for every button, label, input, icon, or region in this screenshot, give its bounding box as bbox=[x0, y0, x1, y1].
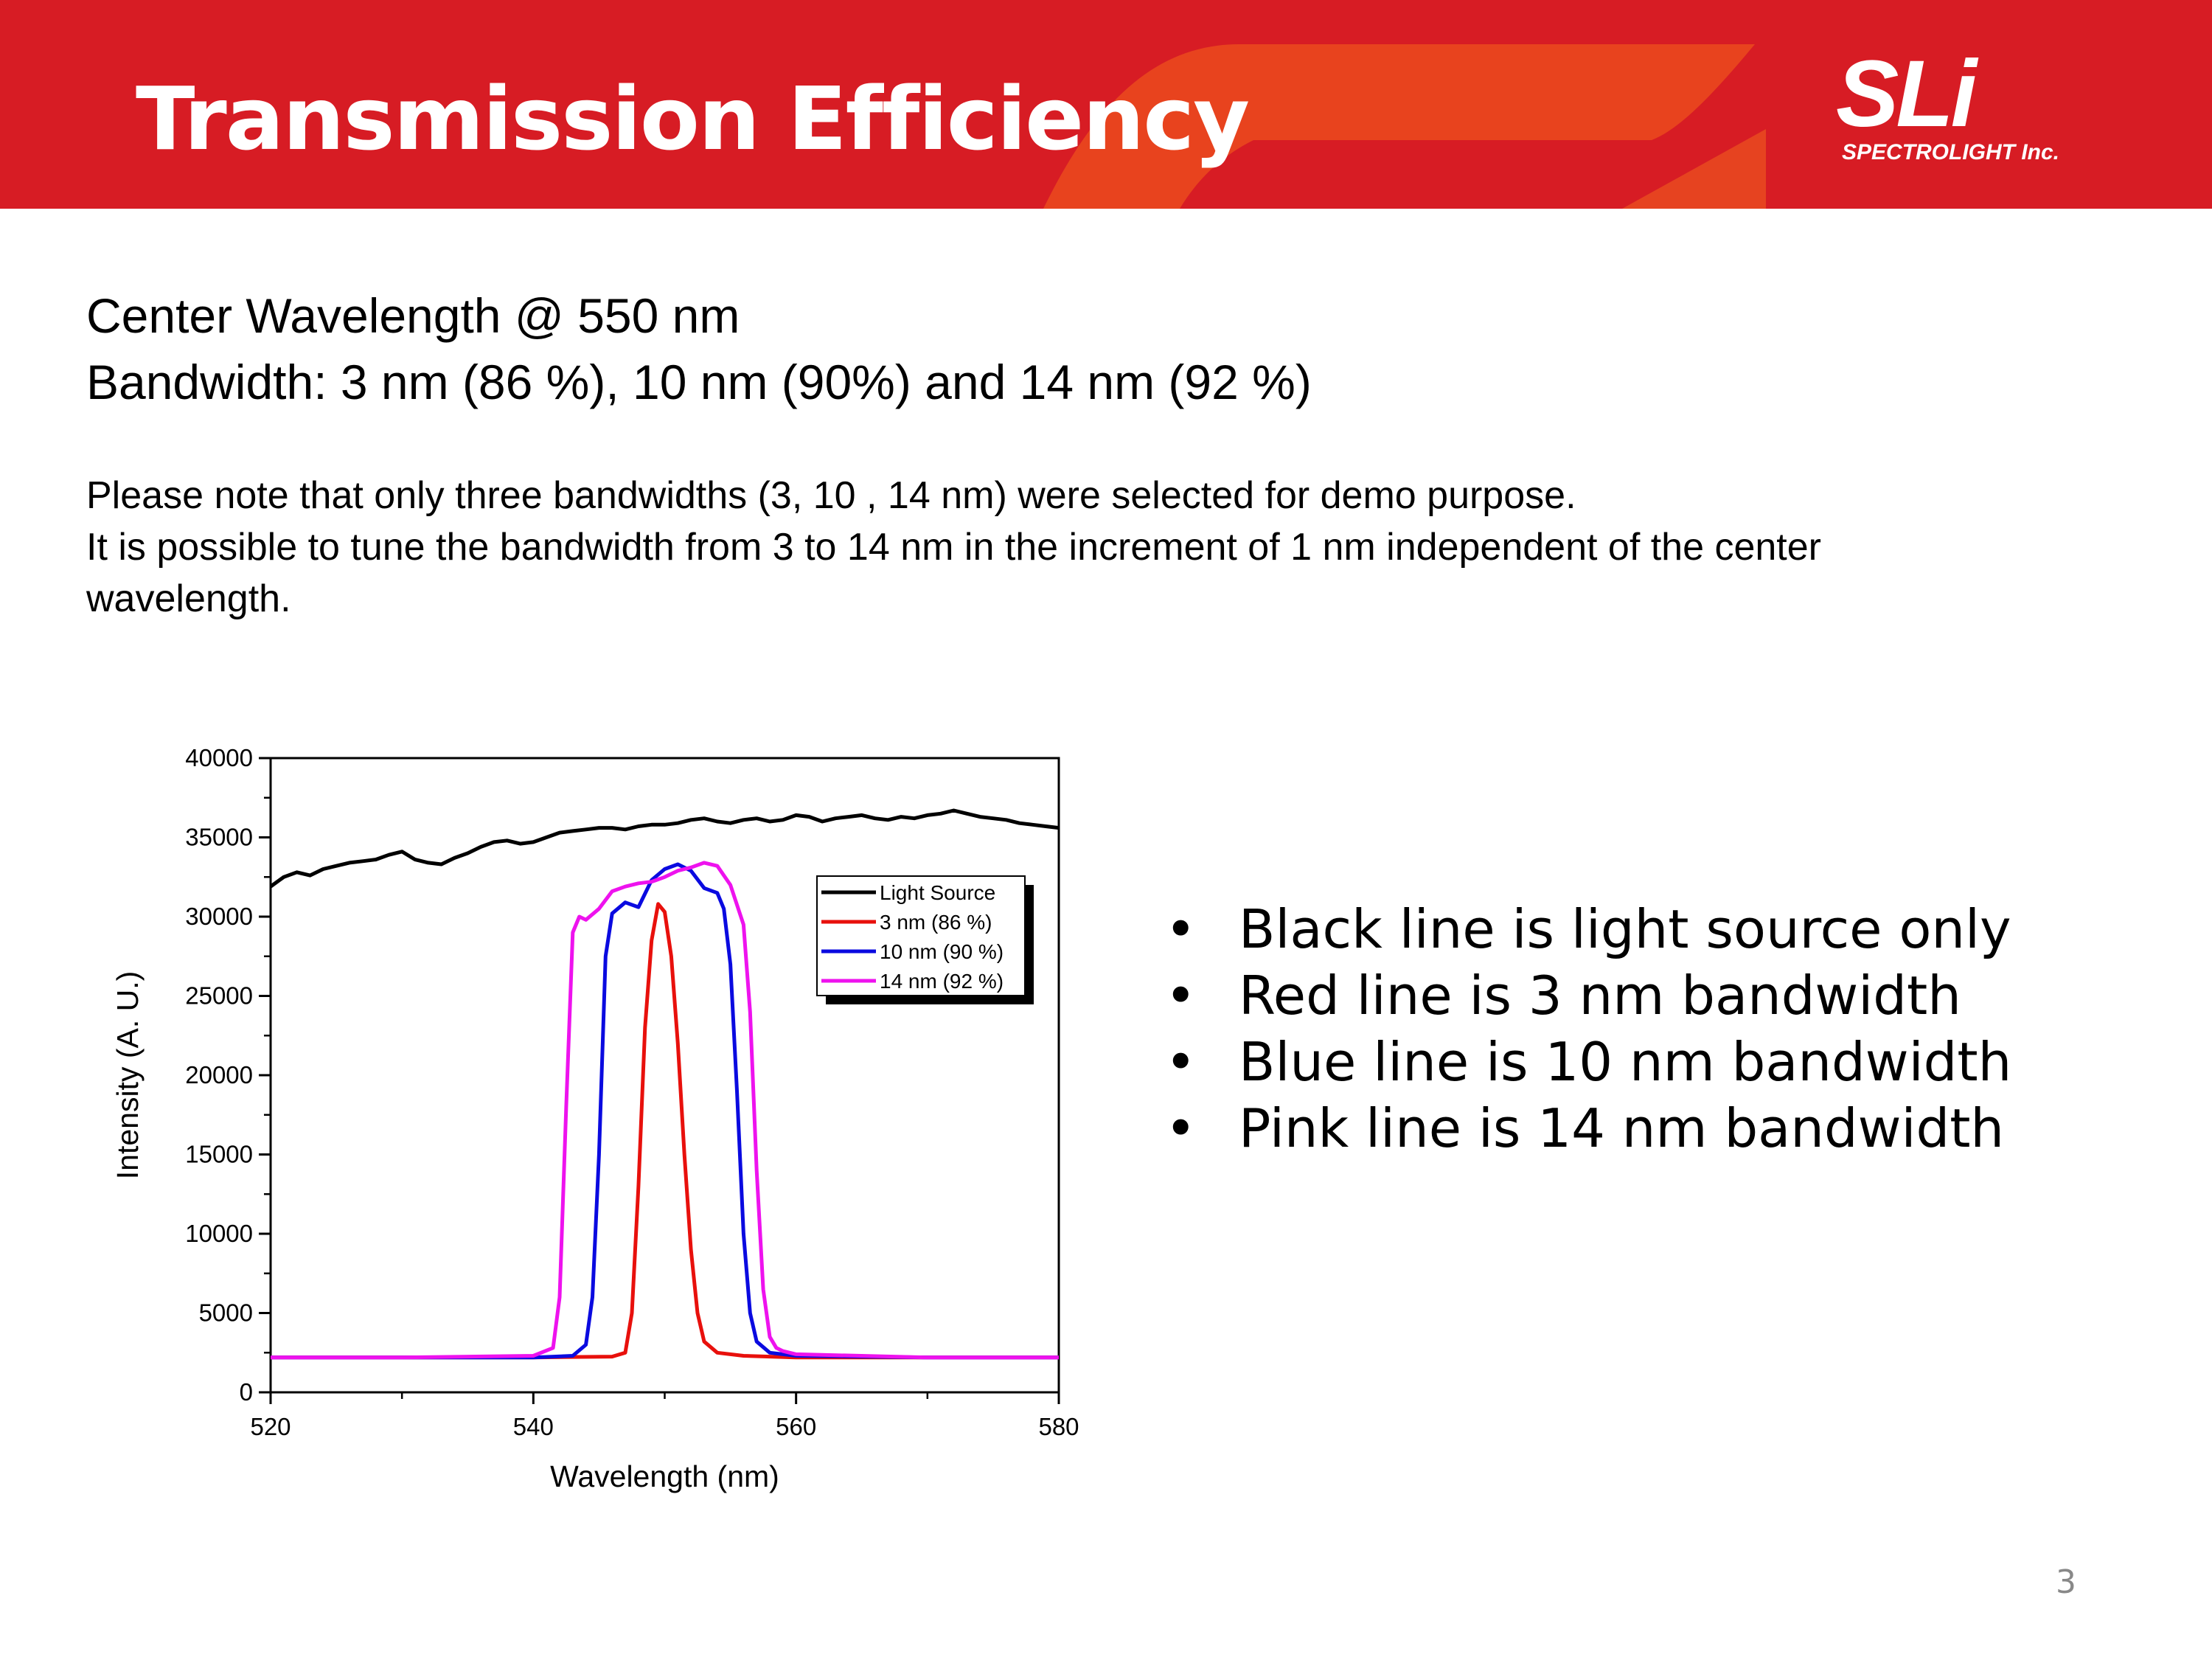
series-line bbox=[271, 862, 1059, 1360]
bullet-dot: • bbox=[1165, 965, 1197, 1027]
legend-label: Light Source bbox=[880, 881, 995, 904]
bullet-item: • Pink line is 14 nm bandwidth bbox=[1165, 1095, 2011, 1161]
series-line bbox=[271, 861, 1059, 1360]
legend-label: 3 nm (86 %) bbox=[880, 911, 992, 934]
y-tick-label: 10000 bbox=[185, 1220, 253, 1247]
y-tick-label: 15000 bbox=[185, 1141, 253, 1168]
bandwidth-line: Bandwidth: 3 nm (86 %), 10 nm (90%) and … bbox=[86, 355, 1312, 409]
center-wavelength-line: Center Wavelength @ 550 nm bbox=[86, 288, 740, 343]
bullet-text: Black line is light source only bbox=[1239, 898, 2011, 960]
y-tick-label: 20000 bbox=[185, 1061, 253, 1088]
y-tick-label: 35000 bbox=[185, 824, 253, 851]
bullet-text: Red line is 3 nm bandwidth bbox=[1239, 965, 1961, 1027]
y-axis-label: Intensity (A. U.) bbox=[111, 971, 145, 1180]
bullet-text: Pink line is 14 nm bandwidth bbox=[1239, 1097, 2005, 1159]
y-tick-label: 5000 bbox=[199, 1299, 253, 1327]
x-tick-label: 580 bbox=[1038, 1413, 1079, 1440]
y-tick-label: 25000 bbox=[185, 982, 253, 1010]
legend-label: 10 nm (90 %) bbox=[880, 940, 1004, 963]
page-title: Transmission Efficiency bbox=[136, 68, 1250, 170]
bullet-dot: • bbox=[1165, 1097, 1197, 1159]
bullet-dot: • bbox=[1165, 898, 1197, 960]
y-tick-label: 40000 bbox=[185, 744, 253, 771]
y-tick-label: 0 bbox=[240, 1378, 253, 1406]
legend-box bbox=[816, 875, 1026, 996]
x-tick-label: 520 bbox=[250, 1413, 291, 1440]
page-number: 3 bbox=[2056, 1563, 2076, 1601]
bullet-item: • Blue line is 10 nm bandwidth bbox=[1165, 1029, 2011, 1095]
logo-subtitle: SPECTROLIGHT Inc. bbox=[1842, 140, 2060, 164]
bullet-text: Blue line is 10 nm bandwidth bbox=[1239, 1031, 2012, 1093]
company-logo: SLi SPECTROLIGHT Inc. bbox=[1836, 47, 2131, 173]
note-line-1: Please note that only three bandwidths (… bbox=[86, 474, 1576, 517]
bullet-item: • Black line is light source only bbox=[1165, 896, 2011, 962]
bullet-dot: • bbox=[1165, 1031, 1197, 1093]
x-tick-label: 540 bbox=[513, 1413, 554, 1440]
x-tick-label: 560 bbox=[776, 1413, 816, 1440]
series-line bbox=[269, 808, 1060, 889]
series-line bbox=[271, 902, 1059, 1360]
header-banner: Transmission Efficiency SLi SPECTROLIGHT… bbox=[0, 0, 2212, 209]
y-tick-label: 30000 bbox=[185, 903, 253, 930]
legend-label: 14 nm (92 %) bbox=[880, 970, 1004, 993]
bullet-list: • Black line is light source only • Red li… bbox=[1165, 896, 2011, 1161]
note-line-3: wavelength. bbox=[86, 577, 291, 620]
note-line-2: It is possible to tune the bandwidth fro… bbox=[86, 526, 1821, 569]
x-axis-label: Wavelength (nm) bbox=[550, 1459, 779, 1493]
header-decoration bbox=[1043, 44, 1766, 209]
logo-mark: SLi bbox=[1836, 41, 1977, 147]
bullet-item: • Red line is 3 nm bandwidth bbox=[1165, 962, 2011, 1029]
